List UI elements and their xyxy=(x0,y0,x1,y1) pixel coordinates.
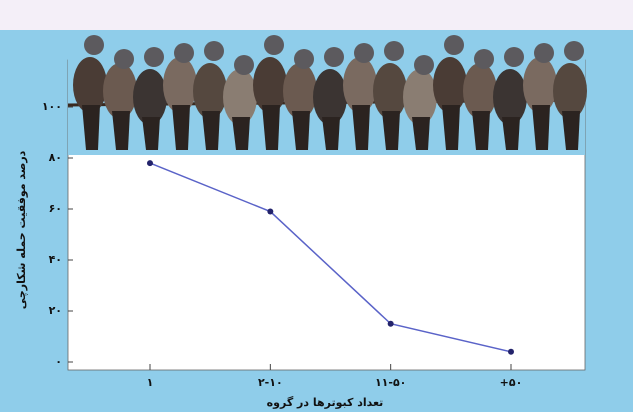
pigeon-head xyxy=(414,55,434,75)
data-point xyxy=(508,348,514,355)
pigeon-body xyxy=(493,69,527,125)
pigeon-tail xyxy=(352,105,370,150)
data-point xyxy=(387,320,394,327)
pigeon-body xyxy=(463,63,497,119)
pigeon-tail xyxy=(112,111,130,150)
y-tick-label: ۴۰ xyxy=(49,253,62,266)
pigeon-head xyxy=(384,41,404,61)
pigeon-head xyxy=(84,35,104,55)
pigeon-tail xyxy=(412,117,430,150)
pigeon-body xyxy=(553,63,587,119)
pigeon-head xyxy=(504,47,524,67)
pigeon-tail xyxy=(532,105,550,150)
pigeon-tail xyxy=(442,105,460,150)
pigeon-body xyxy=(373,63,407,119)
x-tick-label: ۲-۱۰ xyxy=(258,376,283,389)
pigeon-tail xyxy=(292,111,310,150)
pigeon-head xyxy=(234,55,254,75)
pigeon-tail xyxy=(502,117,520,150)
pigeon-head xyxy=(204,41,224,61)
pigeon-tail xyxy=(262,105,280,150)
pigeon-tail xyxy=(472,111,490,150)
pigeon-head xyxy=(294,49,314,69)
pigeon-body xyxy=(523,57,557,113)
pigeon-tail xyxy=(82,105,100,150)
x-tick-label: ۱ xyxy=(147,376,154,389)
pigeon-tail xyxy=(562,111,580,150)
y-tick-label: ۸۰ xyxy=(49,151,62,164)
pigeon-head xyxy=(144,47,164,67)
pigeon-body xyxy=(103,63,137,119)
pigeon-body xyxy=(193,63,227,119)
top-strip xyxy=(0,0,633,30)
x-axis-label: تعداد کبوترها در گروه xyxy=(267,396,384,409)
pigeon-tail xyxy=(232,117,250,150)
pigeon-tail xyxy=(322,117,340,150)
pigeon-body xyxy=(313,69,347,125)
y-axis-label: درصد موفقیت حمله شکارچی xyxy=(15,150,28,309)
pigeon-body xyxy=(343,57,377,113)
pigeon-body xyxy=(223,69,257,125)
x-tick-label: +۵۰ xyxy=(500,376,523,389)
y-tick-label: ۲۰ xyxy=(49,304,62,317)
pigeon-body xyxy=(403,69,437,125)
pigeon-head xyxy=(174,43,194,63)
y-tick-label: ۶۰ xyxy=(49,202,62,215)
pigeon-body xyxy=(163,57,197,113)
pigeon-tail xyxy=(382,111,400,150)
pigeon-head xyxy=(564,41,584,61)
pigeon-body xyxy=(433,57,467,113)
pigeon-head xyxy=(444,35,464,55)
y-tick-label: ۱۰۰ xyxy=(42,100,62,113)
pigeon-body xyxy=(133,69,167,125)
pigeon-tail xyxy=(142,117,160,150)
data-line xyxy=(149,162,512,353)
pigeon-tail xyxy=(172,105,190,150)
pigeon-body xyxy=(253,57,287,113)
pigeon-illustration xyxy=(67,35,587,155)
data-point xyxy=(267,208,274,215)
pigeon-body xyxy=(283,63,317,119)
y-tick-label: ۰ xyxy=(55,355,62,368)
pigeon-body xyxy=(73,57,107,113)
data-point xyxy=(147,160,153,167)
pigeon-head xyxy=(324,47,344,67)
pigeon-head xyxy=(354,43,374,63)
x-tick-label: ۱۱-۵۰ xyxy=(375,376,406,389)
pigeon-head xyxy=(114,49,134,69)
pigeon-head xyxy=(264,35,284,55)
pigeon-head xyxy=(474,49,494,69)
pigeon-head xyxy=(534,43,554,63)
pigeon-tail xyxy=(202,111,220,150)
